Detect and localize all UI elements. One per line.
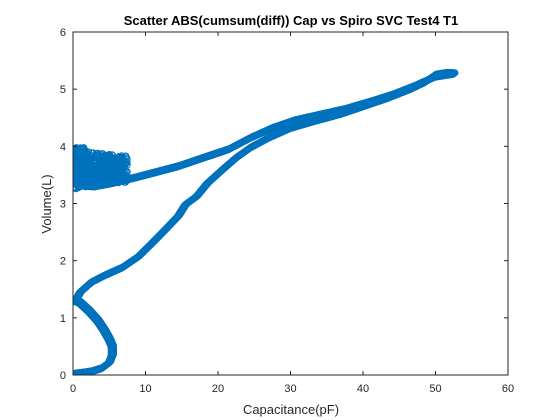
x-tick-label: 10 [139,383,151,395]
data-point [73,168,79,176]
y-tick-label: 1 [60,313,66,325]
y-tick-label: 3 [60,199,66,211]
data-point [114,177,122,184]
plot-area [73,68,459,375]
y-axis-label: Volume(L) [39,174,54,233]
data-point [80,152,88,160]
x-tick-label: 40 [357,383,369,395]
x-tick-label: 50 [429,383,441,395]
y-tick-label: 6 [60,27,66,39]
data-points [73,68,459,375]
data-point [91,153,99,161]
data-point [75,172,83,180]
data-point [119,168,127,176]
data-point [80,144,88,152]
y-axis-ticks: 0 1 2 3 4 5 6 [60,27,508,382]
data-point [120,163,128,171]
chart-title: Scatter ABS(cumsum(diff)) Cap vs Spiro S… [124,13,458,28]
data-point [73,148,79,156]
data-point [76,183,84,191]
data-point [107,180,115,188]
data-point [108,169,116,177]
data-point [99,171,107,179]
data-point [123,175,131,183]
x-tick-label: 20 [212,383,224,395]
data-point [93,181,101,189]
data-point [96,159,104,167]
data-point [87,178,95,186]
y-tick-label: 2 [60,256,66,268]
data-point [73,178,79,186]
data-point [91,173,99,181]
data-point [75,158,83,166]
y-tick-label: 5 [60,84,66,96]
data-point [96,156,104,164]
data-point [112,157,120,165]
data-point [74,148,82,156]
data-point [107,178,115,186]
x-tick-label: 0 [70,383,76,395]
data-point [73,159,78,167]
data-point [89,152,97,160]
data-point [99,180,107,188]
y-tick-label: 4 [60,141,66,153]
x-tick-label: 60 [502,383,514,395]
data-point [119,170,127,178]
data-point [79,148,87,156]
y-tick-label: 0 [60,370,66,382]
data-point [73,171,79,179]
data-point [73,145,81,153]
x-axis-label: Capacitance(pF) [243,402,339,417]
x-tick-label: 30 [284,383,296,395]
x-axis-ticks: 0 10 20 30 40 50 60 [70,32,514,395]
data-point [110,156,118,164]
